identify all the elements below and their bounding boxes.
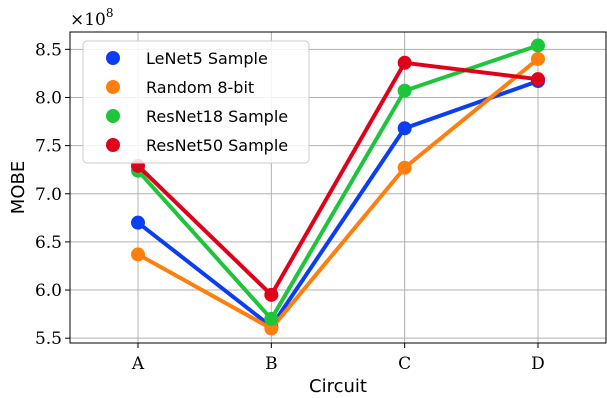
legend-item: LeNet5 Sample — [106, 49, 268, 68]
data-point — [397, 121, 412, 136]
legend-label: ResNet50 Sample — [146, 136, 288, 155]
legend-marker — [106, 80, 120, 94]
series-line — [136, 43, 539, 321]
y-tick-label: 8.0 — [35, 88, 62, 108]
y-multiplier: ×108 — [70, 6, 114, 30]
legend: LeNet5 Sample Random 8-bit ResNet18 Sample… — [82, 40, 310, 164]
data-point — [131, 215, 145, 230]
x-tick-label: D — [531, 354, 545, 374]
y-tick-label: 7.5 — [35, 137, 62, 157]
x-axis-label: Circuit — [309, 376, 367, 397]
data-point — [397, 55, 412, 70]
x-tick-label: A — [131, 354, 145, 374]
legend-item: Random 8-bit — [106, 78, 254, 97]
data-point — [264, 321, 279, 336]
y-multiplier-exponent: 8 — [106, 6, 114, 20]
data-point — [397, 160, 412, 175]
plot-frame — [69, 31, 607, 344]
legend-item: ResNet18 Sample — [106, 107, 288, 126]
data-point — [397, 83, 412, 98]
y-tick-label: 7.0 — [35, 185, 62, 205]
legend-label: Random 8-bit — [146, 78, 254, 97]
legend-box — [82, 40, 310, 164]
series-line — [136, 60, 539, 297]
x-axis-ticks: A B C D — [131, 343, 545, 374]
legend-item: ResNet50 Sample — [106, 136, 288, 155]
series-line — [136, 79, 539, 329]
series-layer — [131, 38, 545, 336]
y-axis-ticks: 5.5 6.0 6.5 7.0 7.5 8.0 8.5 — [35, 40, 70, 349]
legend-marker — [106, 109, 120, 123]
series-resnet50-sample — [131, 55, 545, 302]
data-point — [264, 311, 279, 326]
y-tick-label: 6.5 — [35, 233, 62, 253]
data-point — [531, 38, 545, 53]
legend-label: LeNet5 Sample — [146, 49, 268, 68]
y-tick-label: 6.0 — [35, 281, 62, 301]
data-point — [531, 72, 545, 87]
legend-label: ResNet18 Sample — [146, 107, 288, 126]
y-tick-label: 5.5 — [35, 329, 62, 349]
y-tick-label: 8.5 — [35, 40, 62, 60]
legend-marker — [106, 138, 120, 152]
y-axis-label: MOBE — [8, 161, 29, 214]
data-point — [264, 287, 279, 302]
x-tick-label: B — [265, 354, 278, 374]
series-line — [137, 57, 540, 331]
data-point — [131, 247, 145, 262]
data-point — [531, 51, 545, 66]
legend-marker — [106, 51, 120, 65]
x-tick-label: C — [398, 354, 411, 374]
series-random-8-bit — [131, 51, 545, 336]
